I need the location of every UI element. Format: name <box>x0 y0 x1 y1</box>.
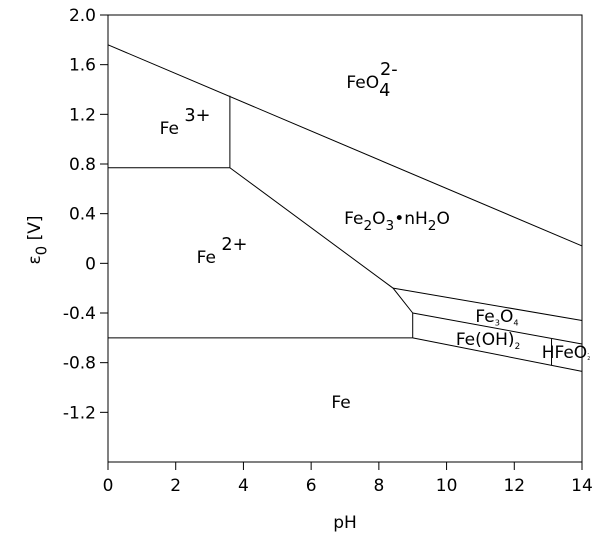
boundary-line <box>229 167 414 314</box>
region-label-part: FeO <box>346 73 379 93</box>
region-label-part: O <box>372 209 385 229</box>
region-label-part: HFeO <box>542 343 587 363</box>
y-tick-label: 1.2 <box>69 105 96 125</box>
y-tick-label: 0.4 <box>69 205 96 225</box>
y-axis-label-part: 0 <box>33 246 51 256</box>
x-tick-label: 14 <box>571 476 593 496</box>
region-label: Fe <box>331 393 350 413</box>
region-label-part: O <box>500 307 513 327</box>
y-axis-label-part: ε <box>25 255 45 264</box>
region-label-part: 2 <box>515 342 521 352</box>
boundary-line <box>412 312 583 345</box>
region-label-part: Fe(OH) <box>456 330 515 350</box>
region-label-part: 2 <box>587 356 590 362</box>
region-label-part: 2 <box>428 218 437 234</box>
region-label-part: 2- <box>380 60 398 80</box>
region-label-part: O <box>436 209 449 229</box>
region-label-part: - <box>587 352 589 357</box>
region-label-part: •nH <box>394 209 428 229</box>
region-label: Fe 3+ <box>160 106 211 139</box>
y-tick-label: 0.8 <box>69 155 96 175</box>
region-label: FeO42- <box>346 60 397 101</box>
region-label-part: Fe <box>160 119 185 139</box>
region-label-part: 3 <box>495 318 500 328</box>
y-tick-label: 1.6 <box>69 56 96 76</box>
y-axis-label-part: [V] <box>25 215 45 245</box>
region-label: Fe3O4 <box>475 307 518 328</box>
boundary-line <box>392 287 583 321</box>
x-tick-label: 0 <box>103 476 114 496</box>
x-tick-label: 8 <box>373 476 384 496</box>
region-label: Fe 2+ <box>197 235 248 268</box>
region-label-part: 3+ <box>184 106 210 126</box>
boundary-line <box>412 337 583 372</box>
plot-frame <box>107 14 583 463</box>
y-tick-label: -0.8 <box>63 354 96 374</box>
y-tick-label: 2.0 <box>69 6 96 26</box>
y-axis-label: ε0 [V] <box>25 215 51 264</box>
region-label-part: 4 <box>379 81 390 101</box>
region-label: Fe2O3•nH2O <box>344 209 450 234</box>
region-label-part: Fe <box>344 209 363 229</box>
y-tick-label: 0 <box>85 254 96 274</box>
region-label-part: 3 <box>386 218 395 234</box>
region-label-part: Fe <box>197 248 222 268</box>
region-label: HFeO2- <box>542 343 591 363</box>
y-tick-label: -0.4 <box>63 304 96 324</box>
region-label-part: Fe <box>475 307 494 327</box>
region-label-part: 4 <box>513 318 518 328</box>
region-label-part: Fe <box>331 393 350 413</box>
region-label-part: 2+ <box>221 235 247 255</box>
x-tick-label: 4 <box>238 476 249 496</box>
x-tick-label: 10 <box>436 476 458 496</box>
x-tick-label: 12 <box>503 476 525 496</box>
region-label-part: 2 <box>363 218 372 234</box>
boundary-line <box>107 44 583 247</box>
x-tick-label: 6 <box>306 476 317 496</box>
region-label: Fe(OH)2 <box>456 330 520 352</box>
x-axis-label: pH <box>333 513 357 533</box>
x-tick-label: 2 <box>170 476 181 496</box>
y-tick-label: -1.2 <box>63 403 96 423</box>
